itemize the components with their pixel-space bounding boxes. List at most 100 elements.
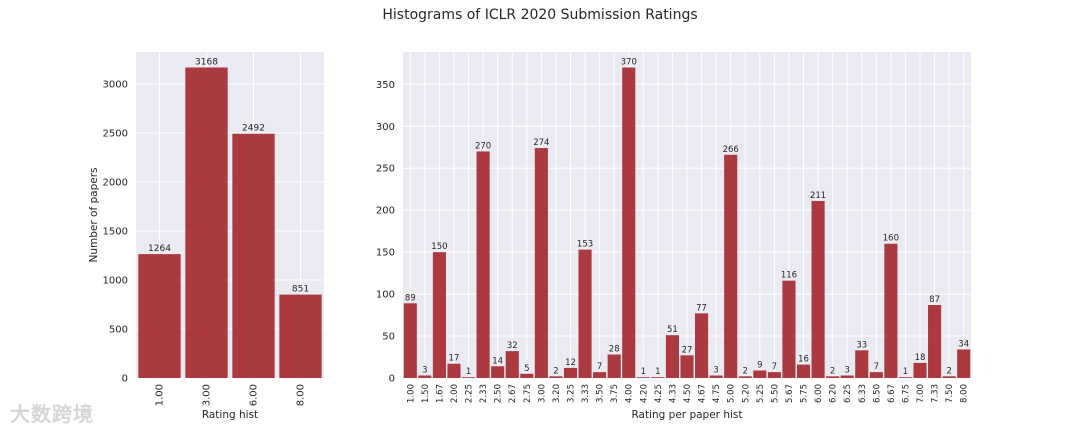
panel-1-bar-6.50 (869, 372, 883, 378)
panel-1-ytick-label: 200 (376, 206, 395, 217)
panel-1-bar-5.25 (753, 370, 767, 378)
panel-1-xtick-label: 4.25 (654, 384, 664, 403)
panel-1-xtick-label: 2.50 (494, 384, 504, 403)
panel-1-data-label: 1 (641, 367, 646, 377)
panel-0-xlabel: Rating hist (202, 409, 258, 421)
panel-0-ytick-label: 2000 (103, 177, 128, 188)
panel-1-data-label: 274 (533, 138, 549, 148)
panel-1-xtick-label: 2.33 (479, 384, 489, 403)
panel-1-xtick-label: 4.75 (712, 384, 722, 403)
panel-0-ylabel: Number of papers (88, 168, 100, 263)
panel-1-xlabel: Rating per paper hist (631, 409, 742, 421)
panel-0-xtick-label: 6.00 (249, 384, 260, 406)
panel-1-xtick-label: 7.50 (945, 384, 955, 403)
panel-0-xtick-label: 8.00 (296, 384, 307, 406)
panel-1-bar-2.33 (476, 151, 490, 378)
panel-1-data-label: 34 (958, 339, 969, 349)
panel-1-xtick-label: 4.20 (639, 384, 649, 403)
panel-1-bar-3.50 (593, 372, 607, 378)
panel-1-bar-7.33 (928, 304, 942, 378)
panel-1-xtick-label: 7.00 (916, 384, 926, 403)
panel-1-data-label: 266 (723, 145, 739, 155)
panel-1-xtick-label: 7.33 (931, 384, 941, 403)
panel-1-data-label: 2 (553, 366, 558, 376)
panel-1-bar-1.50 (418, 375, 432, 378)
panel-1-data-label: 3 (422, 365, 427, 375)
panel-1-xtick-label: 6.50 (872, 384, 882, 403)
panel-0-ytick-label: 1000 (103, 275, 128, 286)
panel-1-data-label: 9 (757, 360, 762, 370)
panel-0-ytick-label: 0 (122, 374, 128, 385)
panel-1-xtick-label: 2.75 (523, 384, 533, 403)
panel-1-bar-8.00 (957, 349, 971, 378)
chart-suptitle: Histograms of ICLR 2020 Submission Ratin… (382, 7, 698, 23)
panel-1-ytick-label: 300 (376, 122, 395, 133)
panel-0-data-label: 2492 (242, 124, 265, 134)
panel-1-bar-5.75 (796, 364, 811, 378)
panel-1-data-label: 160 (883, 234, 899, 244)
panel-1-xtick-label: 6.75 (901, 384, 911, 403)
panel-1-data-label: 1 (655, 367, 660, 377)
panel-1-bar-4.00 (622, 67, 636, 379)
panel-1-ytick-label: 50 (382, 332, 395, 343)
panel-1-data-label: 12 (565, 358, 576, 368)
panel-1-ytick-label: 250 (376, 164, 395, 175)
panel-0-data-label: 3168 (195, 57, 218, 67)
panel-1-xtick-label: 5.50 (770, 384, 780, 403)
panel-0-xtick-label: 3.00 (202, 384, 213, 406)
panel-0-xtick-label: 1.00 (155, 384, 166, 406)
panel-0-ytick-label: 2500 (103, 128, 128, 139)
panel-1-bar-5.50 (767, 372, 781, 378)
panel-0-bar-8.00 (279, 294, 322, 378)
panel-0-ytick-label: 500 (109, 324, 128, 335)
panel-1-xtick-label: 4.33 (668, 384, 678, 403)
panel-1-xtick-label: 6.00 (814, 384, 824, 403)
panel-1-xtick-label: 3.00 (537, 384, 547, 403)
panel-1-bar-4.20 (636, 377, 650, 378)
panel-1-bar-5.20 (738, 376, 752, 378)
panel-1-ytick-label: 350 (376, 80, 395, 91)
panel-1-xtick-label: 2.67 (508, 384, 518, 403)
panel-1-data-label: 33 (856, 340, 867, 350)
panel-0-bar-3.00 (185, 67, 228, 378)
panel-1-bar-3.25 (563, 367, 578, 378)
panel-1-data-label: 17 (449, 354, 460, 364)
panel-1-bar-5.00 (724, 154, 738, 378)
panel-1-bar-4.50 (680, 355, 694, 378)
panel-1-data-label: 7 (874, 362, 879, 372)
panel-1-data-label: 89 (405, 293, 416, 303)
panel-1-xtick-label: 4.67 (698, 384, 708, 403)
panel-1-data-label: 18 (915, 353, 926, 363)
panel-1-xtick-label: 5.25 (756, 384, 766, 403)
panel-0-bar-1.00 (138, 254, 181, 378)
panel-1-xtick-label: 3.75 (610, 384, 620, 403)
panel-1-bar-3.33 (578, 249, 592, 378)
panel-1-data-label: 1 (466, 367, 471, 377)
panel-1-xtick-label: 1.50 (421, 384, 431, 403)
panel-1-data-label: 211 (810, 191, 826, 201)
panel-1-bar-2.25 (461, 377, 476, 378)
panel-1-ytick-label: 100 (376, 290, 395, 301)
panel-1-data-label: 2 (743, 366, 748, 376)
panel-1-bar-3.20 (549, 376, 563, 378)
panel-1-ytick-label: 0 (389, 374, 395, 385)
panel-1-xtick-label: 2.00 (450, 384, 460, 403)
panel-1-data-label: 16 (798, 355, 809, 365)
panel-1-bar-2.75 (520, 373, 534, 378)
panel-1-xtick-label: 3.20 (552, 384, 562, 403)
panel-1-bar-4.33 (665, 335, 679, 378)
panel-1-xtick-label: 6.33 (858, 384, 868, 403)
panel-1-xtick-label: 1.67 (435, 384, 445, 403)
watermark-logo: 大数跨境 (10, 402, 94, 426)
panel-0-data-label: 1264 (148, 244, 171, 254)
panel-1-xtick-label: 4.50 (683, 384, 693, 403)
panel-1-xtick-label: 5.20 (741, 384, 751, 403)
panel-1-xtick-label: 1.00 (406, 384, 416, 403)
panel-1-data-label: 7 (772, 362, 777, 372)
panel-1-data-label: 2 (946, 366, 951, 376)
panel-1-bar-4.25 (651, 377, 665, 378)
panel-0-bar-6.00 (232, 133, 275, 378)
panel-1-xtick-label: 2.25 (465, 384, 475, 403)
panel-1-xtick-label: 6.67 (887, 384, 897, 403)
